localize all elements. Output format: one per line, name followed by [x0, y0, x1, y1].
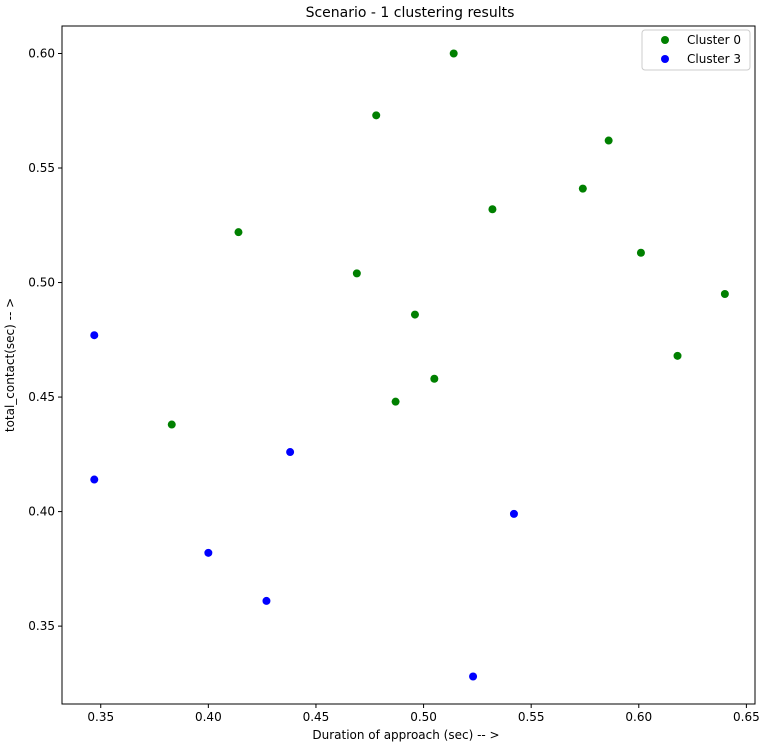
data-point	[469, 672, 478, 681]
y-axis-label: total_contact(sec) -- >	[3, 298, 17, 432]
legend-marker	[661, 36, 669, 44]
data-point	[509, 509, 518, 518]
data-point	[352, 269, 361, 278]
data-point	[286, 448, 295, 457]
data-point	[391, 397, 400, 406]
plot-area	[61, 25, 756, 705]
x-tick-label: 0.60	[625, 710, 652, 724]
y-tick-label: 0.35	[28, 619, 55, 633]
x-tick-label: 0.40	[195, 710, 222, 724]
y-tick-label: 0.40	[28, 505, 55, 519]
legend: Cluster 0 Cluster 3	[641, 29, 751, 71]
data-point	[430, 374, 439, 383]
data-point	[488, 205, 497, 214]
data-point	[578, 184, 587, 193]
y-tick-label: 0.45	[28, 390, 55, 404]
legend-marker	[661, 55, 669, 63]
data-point	[720, 289, 729, 298]
y-tick-label: 0.55	[28, 161, 55, 175]
data-point	[234, 228, 243, 237]
data-point	[204, 548, 213, 557]
data-point	[90, 331, 99, 340]
x-tick-label: 0.65	[733, 710, 760, 724]
x-tick-label: 0.35	[87, 710, 114, 724]
data-point	[636, 248, 645, 257]
x-tick-label: 0.45	[303, 710, 330, 724]
x-axis-label: Duration of approach (sec) -- >	[312, 728, 499, 742]
y-tick-label: 0.50	[28, 276, 55, 290]
data-point	[372, 111, 381, 120]
y-axis: 0.35 0.40 0.45 0.50 0.55 0.60	[28, 46, 62, 633]
y-tick-label: 0.60	[28, 46, 55, 60]
data-point	[673, 351, 682, 360]
data-point	[167, 420, 176, 429]
data-points	[90, 49, 729, 681]
legend-entry: Cluster 3	[687, 52, 741, 66]
data-point	[262, 596, 271, 605]
chart-title: Scenario - 1 clustering results	[306, 5, 515, 21]
data-point	[604, 136, 613, 145]
legend-entry: Cluster 0	[687, 33, 741, 47]
data-point	[449, 49, 458, 58]
data-point	[90, 475, 99, 484]
data-point	[410, 310, 419, 319]
x-tick-label: 0.50	[410, 710, 437, 724]
x-axis: 0.35 0.40 0.45 0.50 0.55 0.60 0.65	[87, 704, 760, 724]
x-tick-label: 0.55	[518, 710, 545, 724]
